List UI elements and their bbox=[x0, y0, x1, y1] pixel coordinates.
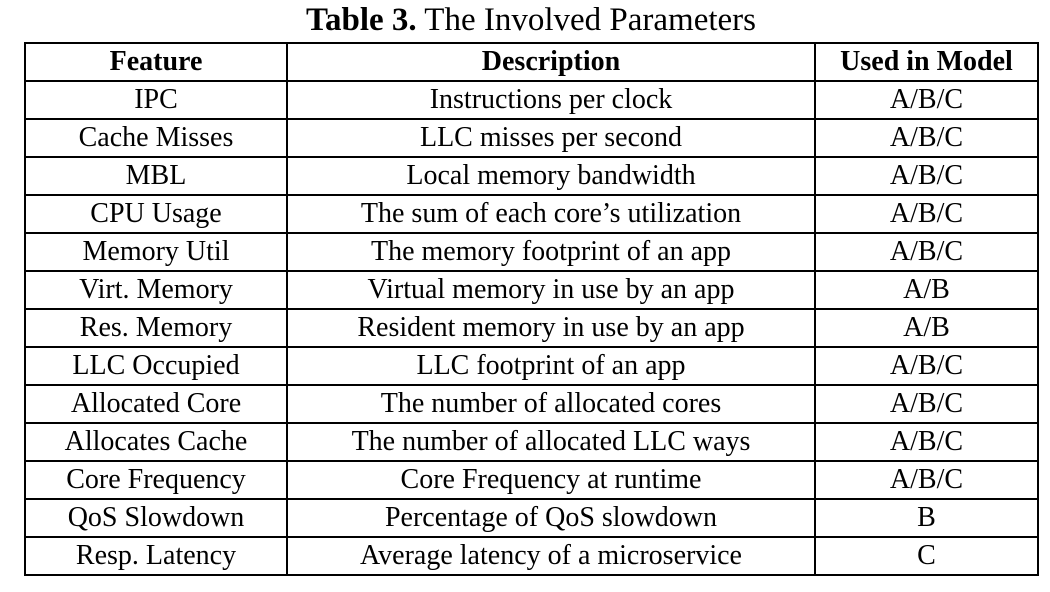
cell-description: The number of allocated LLC ways bbox=[286, 422, 816, 462]
cell-model: A/B/C bbox=[814, 194, 1039, 234]
cell-description: Percentage of QoS slowdown bbox=[286, 498, 816, 538]
cell-model: A/B/C bbox=[814, 346, 1039, 386]
table-row: Resp. Latency Average latency of a micro… bbox=[24, 536, 1039, 576]
table-row: CPU Usage The sum of each core’s utiliza… bbox=[24, 194, 1039, 234]
table-row: Res. Memory Resident memory in use by an… bbox=[24, 308, 1039, 348]
cell-model: A/B bbox=[814, 308, 1039, 348]
cell-model: A/B/C bbox=[814, 422, 1039, 462]
table-row: Allocated Core The number of allocated c… bbox=[24, 384, 1039, 424]
cell-description: LLC misses per second bbox=[286, 118, 816, 158]
cell-description: Core Frequency at runtime bbox=[286, 460, 816, 500]
table-row: Memory Util The memory footprint of an a… bbox=[24, 232, 1039, 272]
cell-feature: Allocated Core bbox=[24, 384, 288, 424]
cell-description: Virtual memory in use by an app bbox=[286, 270, 816, 310]
table-row: Allocates Cache The number of allocated … bbox=[24, 422, 1039, 462]
cell-feature: MBL bbox=[24, 156, 288, 196]
cell-description: LLC footprint of an app bbox=[286, 346, 816, 386]
table-title: The Involved Parameters bbox=[424, 2, 757, 38]
table-row: QoS Slowdown Percentage of QoS slowdown … bbox=[24, 498, 1039, 538]
cell-model: A/B/C bbox=[814, 232, 1039, 272]
cell-feature: CPU Usage bbox=[24, 194, 288, 234]
cell-feature: Resp. Latency bbox=[24, 536, 288, 576]
cell-model: A/B/C bbox=[814, 384, 1039, 424]
cell-description: Resident memory in use by an app bbox=[286, 308, 816, 348]
cell-description: Instructions per clock bbox=[286, 80, 816, 120]
cell-description: Local memory bandwidth bbox=[286, 156, 816, 196]
cell-feature: Virt. Memory bbox=[24, 270, 288, 310]
table-row: LLC Occupied LLC footprint of an app A/B… bbox=[24, 346, 1039, 386]
header-row: Feature Description Used in Model bbox=[24, 42, 1039, 82]
cell-feature: Memory Util bbox=[24, 232, 288, 272]
header-feature: Feature bbox=[24, 42, 288, 82]
cell-description: The number of allocated cores bbox=[286, 384, 816, 424]
cell-feature: Cache Misses bbox=[24, 118, 288, 158]
cell-feature: Res. Memory bbox=[24, 308, 288, 348]
table-row: Cache Misses LLC misses per second A/B/C bbox=[24, 118, 1039, 158]
cell-model: C bbox=[814, 536, 1039, 576]
cell-description: The sum of each core’s utilization bbox=[286, 194, 816, 234]
cell-feature: Core Frequency bbox=[24, 460, 288, 500]
table-row: MBL Local memory bandwidth A/B/C bbox=[24, 156, 1039, 196]
cell-description: Average latency of a microservice bbox=[286, 536, 816, 576]
cell-model: A/B/C bbox=[814, 80, 1039, 120]
cell-feature: QoS Slowdown bbox=[24, 498, 288, 538]
cell-model: A/B/C bbox=[814, 118, 1039, 158]
cell-feature: IPC bbox=[24, 80, 288, 120]
table-row: IPC Instructions per clock A/B/C bbox=[24, 80, 1039, 120]
table-row: Virt. Memory Virtual memory in use by an… bbox=[24, 270, 1039, 310]
cell-model: A/B/C bbox=[814, 156, 1039, 196]
cell-feature: LLC Occupied bbox=[24, 346, 288, 386]
table-number: Table 3. bbox=[305, 2, 417, 38]
parameters-table: Feature Description Used in Model IPC In… bbox=[24, 42, 1039, 576]
table-caption: Table 3. The Involved Parameters bbox=[0, 0, 1050, 40]
table-row: Core Frequency Core Frequency at runtime… bbox=[24, 460, 1039, 500]
cell-model: B bbox=[814, 498, 1039, 538]
header-used-in-model: Used in Model bbox=[814, 42, 1039, 82]
cell-feature: Allocates Cache bbox=[24, 422, 288, 462]
cell-model: A/B/C bbox=[814, 460, 1039, 500]
cell-description: The memory footprint of an app bbox=[286, 232, 816, 272]
cell-model: A/B bbox=[814, 270, 1039, 310]
header-description: Description bbox=[286, 42, 816, 82]
